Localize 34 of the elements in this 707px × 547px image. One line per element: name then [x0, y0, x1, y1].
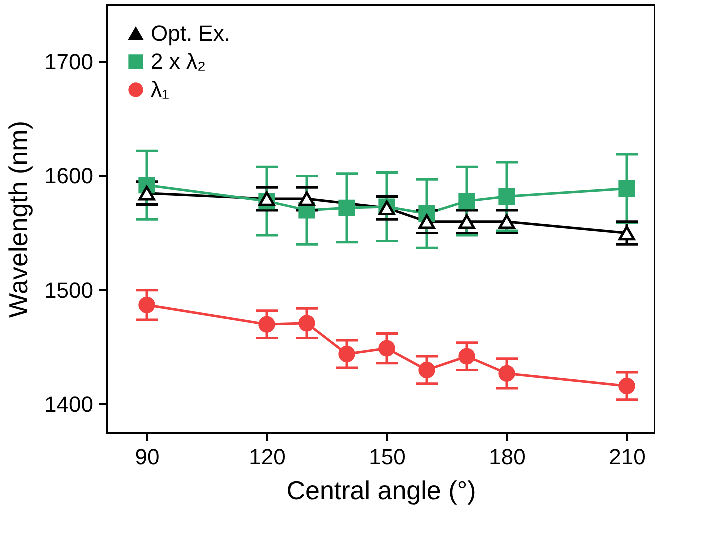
x-tick-label: 120: [249, 444, 286, 470]
point: [258, 192, 276, 206]
x-tick-label: 150: [369, 444, 406, 470]
point: [458, 348, 476, 365]
point: [378, 340, 396, 357]
point: [458, 214, 476, 230]
point: [498, 214, 516, 230]
point: [138, 186, 156, 201]
point: [618, 378, 636, 395]
point: [418, 362, 436, 379]
point: [298, 315, 316, 332]
y-tick-label: 1400: [44, 392, 94, 417]
legend-label: 2 x λ₂: [151, 49, 206, 74]
point: [418, 214, 436, 230]
point: [618, 180, 636, 198]
point: [338, 346, 356, 363]
point: [618, 226, 636, 241]
x-tick-label: 180: [489, 444, 526, 470]
point: [498, 365, 516, 382]
point: [458, 192, 476, 210]
y-tick-label: 1700: [44, 50, 94, 75]
point: [338, 200, 356, 216]
point: [138, 296, 156, 314]
y-axis-title: Wavelength (nm): [4, 121, 34, 318]
y-tick-label: 1600: [44, 164, 94, 189]
x-tick-label: 210: [609, 444, 646, 470]
point: [258, 316, 276, 333]
x-axis-title: Central angle (°): [286, 476, 476, 506]
y-tick-label: 1500: [44, 278, 94, 303]
point: [298, 192, 316, 206]
legend-label: Opt. Ex.: [151, 21, 230, 46]
point: [498, 188, 516, 206]
legend-label: λ₁: [151, 77, 170, 102]
x-tick-label: 90: [135, 444, 160, 470]
